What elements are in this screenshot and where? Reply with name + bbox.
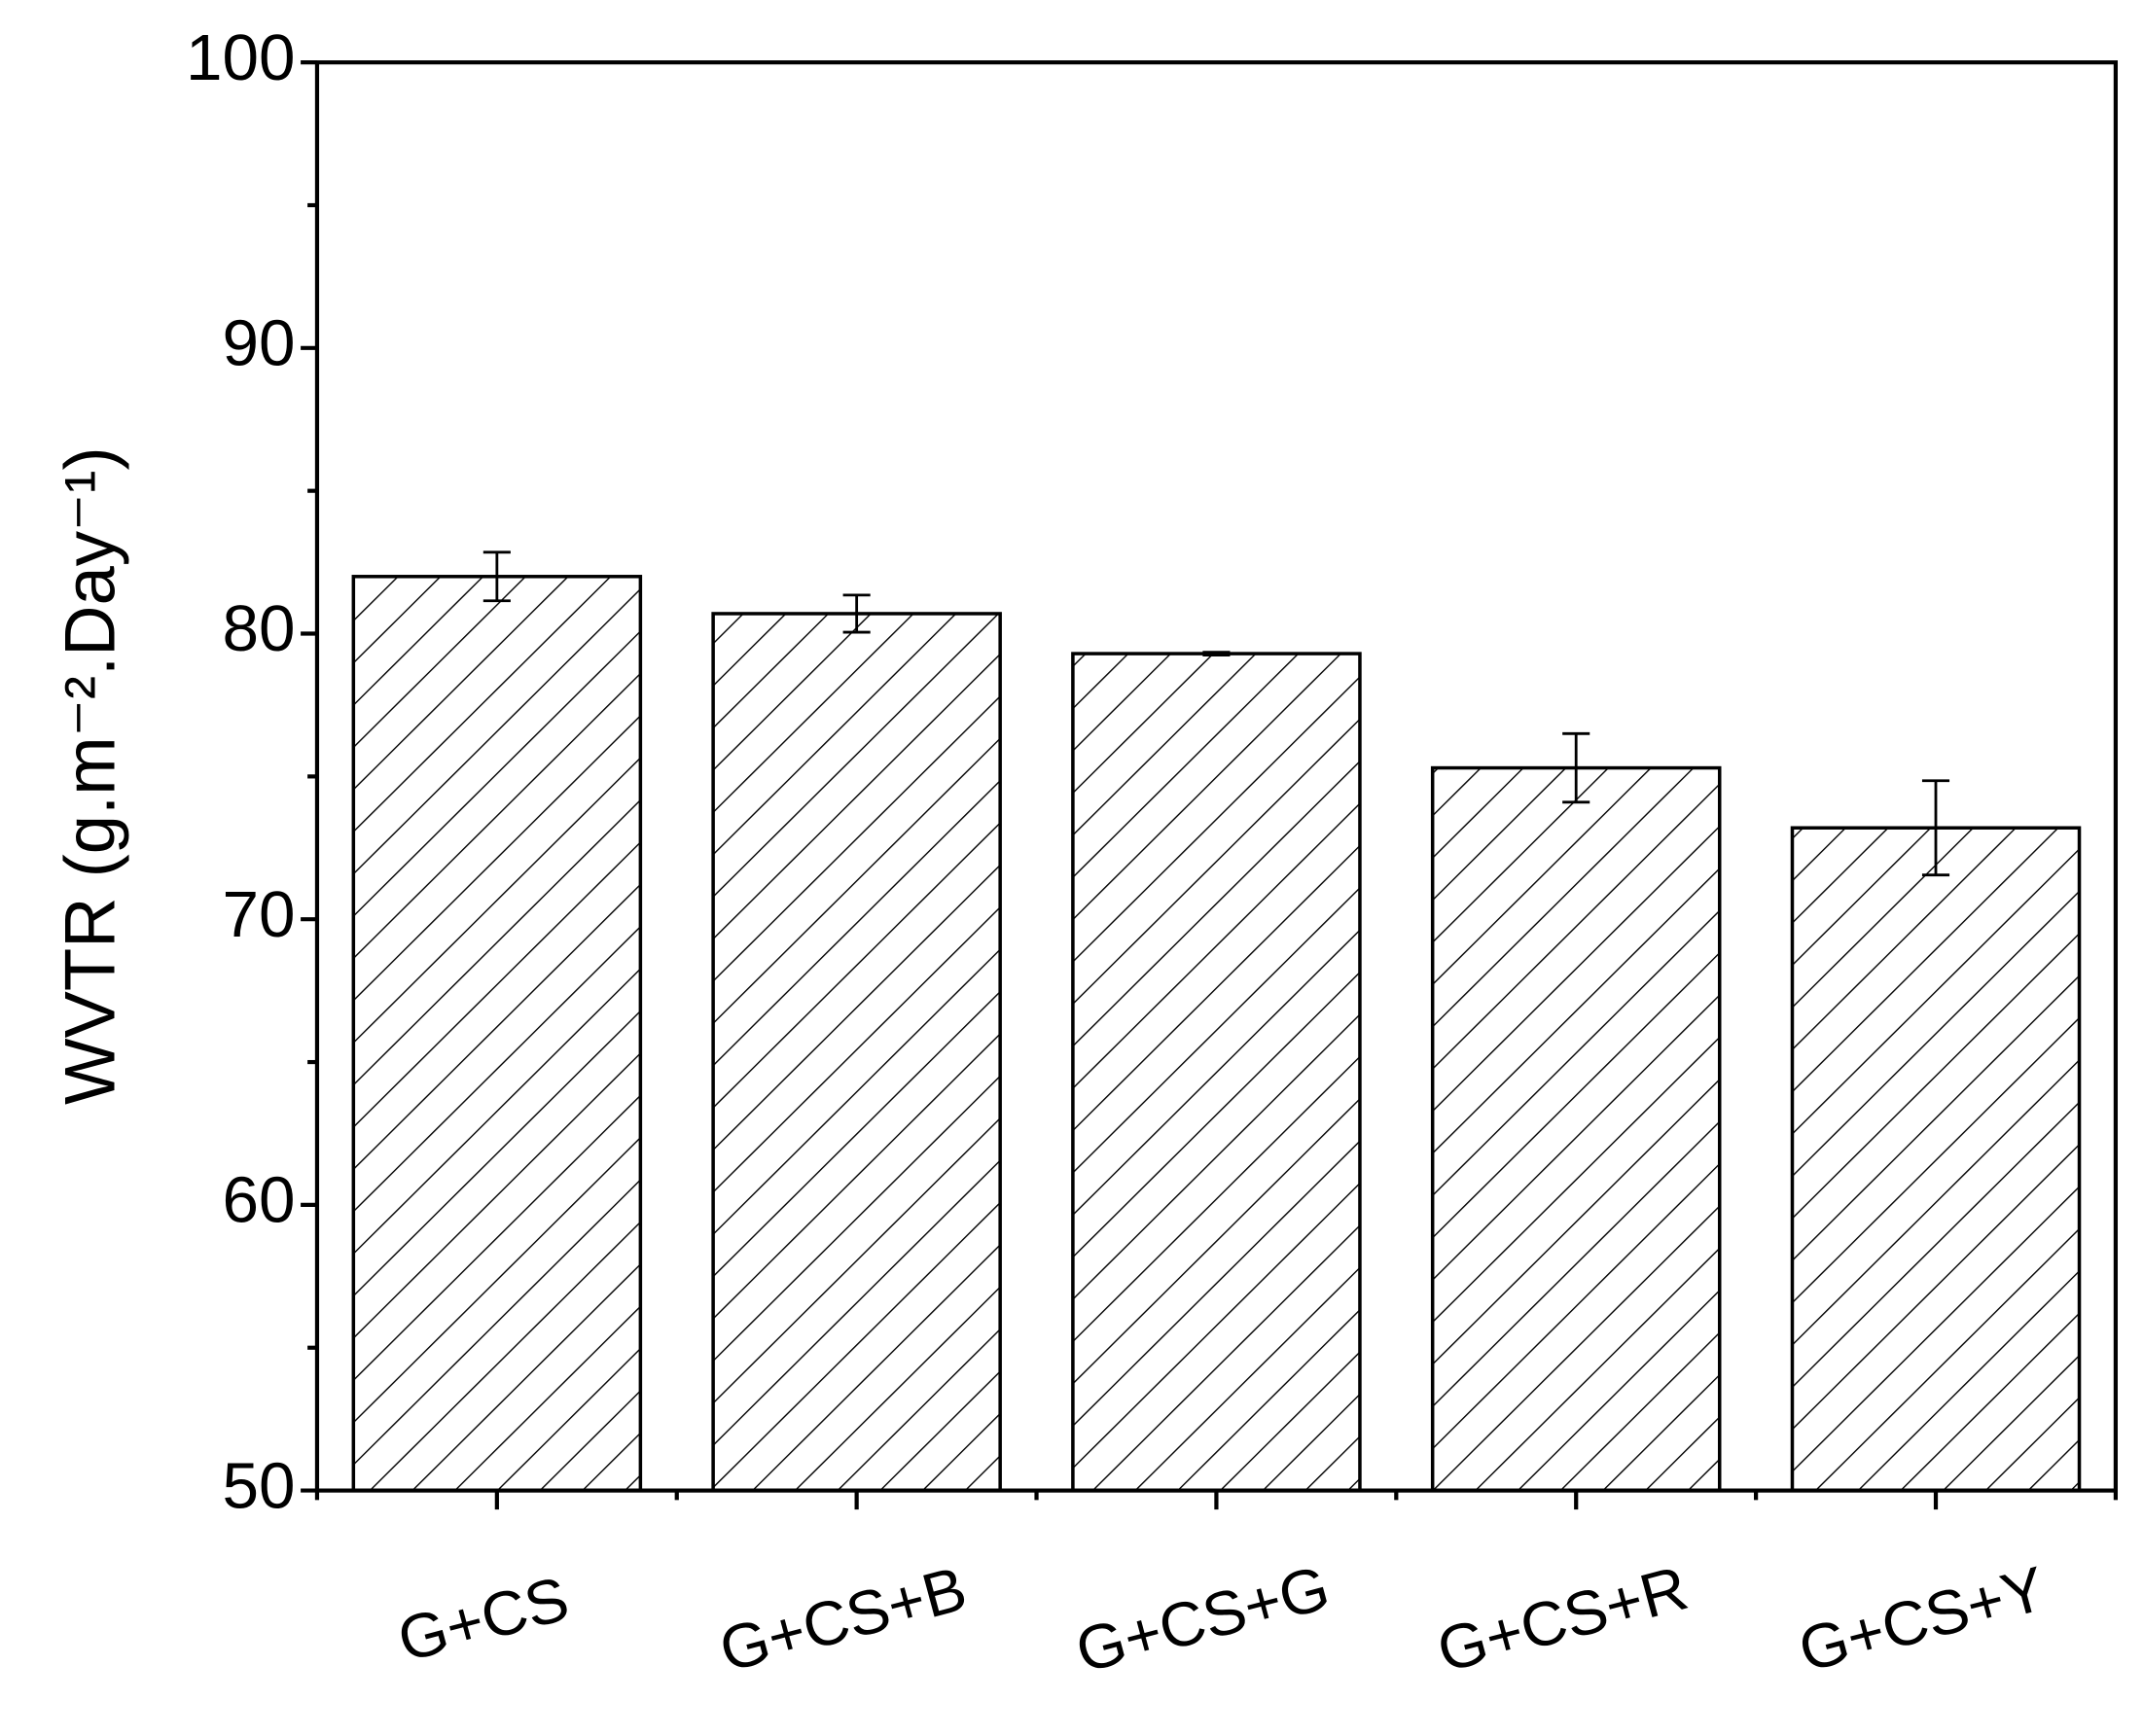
x-tick-label: G+CS+Y [1792,1553,2053,1685]
x-tick-label: G+CS+G [1069,1552,1337,1686]
x-tick-label: G+CS+B [712,1553,973,1685]
plot-frame [314,60,2119,1493]
y-tick-label: 80 [222,592,295,665]
y-axis-label: WVTR (g.m⁻².Day⁻¹) [51,446,129,1105]
y-tick-label: 90 [222,307,295,380]
y-tick-label: 70 [222,878,295,951]
error-bar [1921,779,1950,877]
x-tick-label: G+CS+R [1430,1553,1695,1686]
bar [351,575,643,1493]
y-tick-label: 100 [186,21,295,94]
bar [1430,765,1722,1493]
error-bar [1562,731,1590,804]
y-tick-label: 60 [222,1164,295,1237]
error-bar [482,550,511,603]
y-tick-label: 50 [222,1449,295,1522]
x-tick-label: G+CS [390,1563,575,1675]
error-bar [1202,651,1231,656]
bar [711,612,1002,1493]
bar [1071,652,1362,1493]
bar [1790,826,2082,1493]
error-bar [842,593,871,634]
